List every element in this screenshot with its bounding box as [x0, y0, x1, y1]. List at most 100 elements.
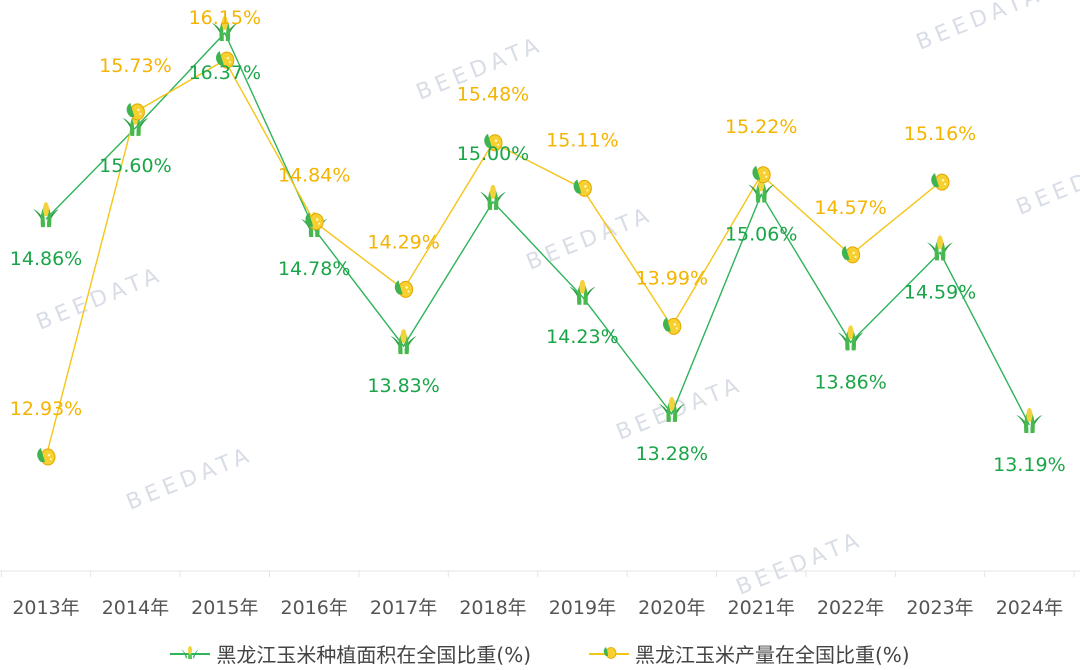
- corn-cob-marker: [484, 133, 503, 152]
- corn-plant-marker: [927, 235, 953, 261]
- cob-shape: [400, 329, 407, 344]
- data-label-area: 14.78%: [278, 258, 350, 280]
- legend-item-area[interactable]: 黑龙江玉米种植面积在全国比重(%): [170, 639, 531, 668]
- husk-shape: [216, 51, 224, 66]
- husk-shape: [663, 317, 671, 332]
- data-label-output: 15.22%: [725, 116, 797, 138]
- series-line-area: [45, 31, 1031, 426]
- kernel-shape: [137, 108, 140, 112]
- corn-cob-marker: [663, 317, 682, 335]
- corn-cob-marker: [394, 280, 414, 298]
- kernel-shape: [315, 218, 319, 221]
- data-label-area: 15.60%: [99, 155, 171, 177]
- legend-label-area: 黑龙江玉米种植面积在全国比重(%): [216, 642, 531, 667]
- kernel-shape: [405, 286, 408, 289]
- data-label-area: 13.83%: [367, 375, 439, 397]
- legend-item-output[interactable]: 黑龙江玉米产量在全国比重(%): [589, 639, 910, 668]
- corn-plant-marker: [569, 279, 596, 305]
- data-label-area: 14.86%: [10, 248, 82, 270]
- kernel-shape: [318, 222, 321, 225]
- watermark-text: BEEDATA: [523, 202, 657, 276]
- corn-cob-marker: [126, 102, 145, 121]
- cob-shape: [579, 279, 586, 294]
- corn-plant-marker: [480, 184, 506, 210]
- series-line-output: [45, 59, 941, 458]
- husk-shape: [394, 280, 403, 295]
- data-label-output: 14.29%: [367, 231, 439, 253]
- x-tick-label: 2017年: [370, 597, 437, 619]
- data-label-output: 13.99%: [636, 267, 708, 289]
- kernel-shape: [226, 56, 230, 60]
- x-tick-label: 2024年: [996, 597, 1063, 619]
- data-label-area: 15.00%: [457, 143, 529, 165]
- corn-plant-marker: [33, 202, 59, 228]
- x-tick-label: 2014年: [102, 597, 169, 619]
- x-tick-label: 2023年: [906, 597, 973, 619]
- husk-shape: [305, 212, 314, 227]
- x-tick-label: 2022年: [817, 597, 884, 619]
- corn-cob-marker: [841, 245, 861, 264]
- cob-shape: [221, 16, 228, 30]
- data-label-area: 15.06%: [725, 223, 797, 245]
- x-tick-label: 2018年: [459, 597, 526, 619]
- data-label-output: 14.57%: [814, 197, 886, 219]
- husk-shape: [841, 245, 850, 260]
- data-labels: 14.86% 15.60% 16.37% 14.78% 13.83% 15.00% 14.2…: [10, 7, 1066, 476]
- husk-shape: [37, 448, 45, 463]
- corn-plant-marker: [211, 16, 238, 41]
- corn-plant-icon: [170, 643, 211, 663]
- kernel-shape: [496, 143, 500, 146]
- cob-shape: [937, 235, 943, 250]
- x-axis-labels: 2013年 2014年 2015年 2016年 2017年 2018年 2019年 2020年…: [12, 597, 1063, 619]
- watermark-text: BEEDATA: [1013, 147, 1080, 221]
- corn-plant-marker: [1016, 408, 1043, 433]
- data-label-output: 15.16%: [904, 123, 976, 145]
- cob-shape: [490, 184, 496, 199]
- series-lines: [45, 31, 1031, 458]
- x-tick-label: 2016年: [281, 597, 348, 619]
- kernel-shape: [854, 255, 857, 258]
- corn-cob-marker: [573, 179, 592, 197]
- corn-plant-marker: [390, 329, 417, 355]
- corn-plant-marker: [658, 396, 685, 422]
- kernel-shape: [852, 251, 855, 255]
- x-tick-label: 2021年: [728, 597, 795, 619]
- cob-shape: [43, 202, 49, 217]
- corn-cob-marker: [752, 165, 771, 184]
- kernel-shape: [675, 327, 678, 330]
- x-axis-ticks: [0, 571, 1075, 577]
- kernel-shape: [584, 185, 587, 188]
- data-label-output: 14.84%: [278, 165, 350, 187]
- data-label-output: 16.15%: [189, 7, 261, 29]
- watermark-text: BEEDATA: [733, 527, 867, 601]
- kernel-shape: [47, 453, 51, 457]
- legend: 黑龙江玉米种植面积在全国比重(%) 黑龙江玉米产量在全国比重(%): [0, 636, 1080, 670]
- husk-shape: [126, 102, 135, 117]
- data-label-output: 15.48%: [457, 84, 529, 106]
- x-tick-label: 2013年: [12, 597, 79, 619]
- data-label-area: 16.37%: [189, 62, 261, 84]
- data-label-area: 14.59%: [904, 281, 976, 303]
- data-label-output: 15.11%: [546, 129, 618, 151]
- data-label-output: 15.73%: [99, 55, 171, 77]
- kernel-shape: [943, 183, 947, 186]
- kernel-shape: [407, 290, 410, 293]
- corn-plant-marker: [837, 325, 864, 351]
- corn-cob-marker: [931, 173, 950, 191]
- cob-shape: [847, 325, 854, 340]
- data-label-output: 12.93%: [10, 398, 82, 420]
- x-tick-label: 2019年: [549, 597, 616, 619]
- husk-shape: [573, 179, 582, 194]
- husk-shape: [484, 133, 492, 148]
- x-tick-label: 2015年: [191, 597, 258, 619]
- kernel-shape: [673, 323, 677, 326]
- watermark-text: BEEDATA: [33, 262, 167, 336]
- legend-label-output: 黑龙江玉米产量在全国比重(%): [635, 642, 910, 667]
- kernel-shape: [139, 112, 142, 115]
- data-label-area: 13.86%: [814, 371, 886, 393]
- kernel-shape: [941, 178, 945, 182]
- kernel-shape: [228, 61, 231, 64]
- kernel-shape: [765, 175, 768, 178]
